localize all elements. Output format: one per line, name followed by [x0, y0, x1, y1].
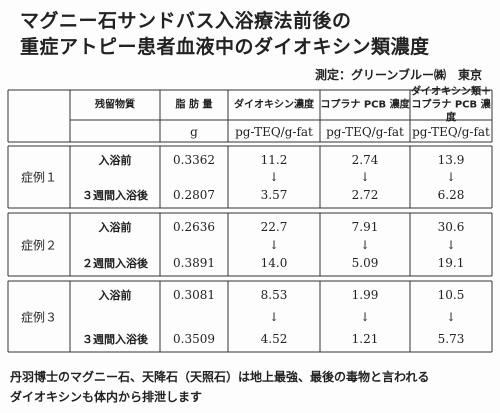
arrow: ↓	[268, 170, 280, 184]
row-label: ３週間入浴後	[82, 189, 148, 202]
unit: pg-TEQ/g-fat	[235, 125, 313, 139]
value: 11.2	[260, 153, 288, 167]
value: 0.3362	[173, 153, 215, 167]
value: 0.3509	[173, 332, 215, 346]
arrow: ↓	[268, 237, 280, 252]
unit: pg-TEQ/g-fat	[412, 125, 490, 139]
header-line: コプラナ PCB 濃度	[320, 99, 410, 111]
value: 0.2807	[173, 188, 215, 202]
unit: g	[190, 125, 198, 139]
value: 2.72	[351, 188, 379, 202]
title-line: 重症アトピー患者血液中のダイオキシン類濃度	[20, 36, 430, 58]
column-header: 残留物質	[70, 99, 160, 112]
header-line: コプラナ PCB 濃度	[411, 99, 491, 124]
value: 13.9	[437, 153, 465, 167]
column-header: コプラナ PCB 濃度	[320, 99, 410, 112]
arrow: ↓	[359, 309, 371, 324]
title-line: マグニー石サンドバス入浴療法前後の	[20, 10, 352, 32]
header-line: ダイオキシン濃度	[234, 99, 314, 111]
arrow: ↓	[359, 237, 371, 252]
arrow: ↓	[445, 170, 457, 184]
column-header: ダイオキシン類＋ コプラナ PCB 濃度	[410, 86, 492, 125]
arrow: ↓	[268, 309, 280, 324]
arrow: ↓	[445, 237, 457, 252]
value: 7.91	[351, 220, 379, 234]
value: 6.28	[437, 188, 465, 202]
value: 3.57	[260, 188, 288, 202]
header-line: ダイオキシン類＋	[411, 86, 491, 98]
measured-by: 測定：グリーンブルー㈱ 東京	[314, 68, 482, 82]
footer-line: 丹羽博士のマグニー石、天降石（天照石）は地上最強、最後の毒物と言われる	[10, 370, 430, 384]
case-label: 症例３	[20, 310, 57, 324]
footer-line: ダイオキシンも体内から排泄します	[10, 390, 203, 404]
arrow: ↓	[359, 170, 371, 184]
value: 10.5	[437, 288, 465, 302]
column-header: ダイオキシン濃度	[228, 99, 320, 112]
unit: pg-TEQ/g-fat	[326, 125, 404, 139]
case-label: 症例２	[20, 238, 57, 252]
value: 4.52	[260, 332, 288, 346]
row-label: 入浴前	[98, 289, 132, 302]
row-label: 入浴前	[98, 154, 132, 167]
value: 14.0	[260, 256, 288, 270]
value: 19.1	[437, 256, 465, 270]
row-label: 入浴前	[98, 221, 132, 234]
value: 22.7	[260, 220, 288, 234]
row-label: ２週間入浴後	[82, 257, 148, 270]
value: 0.3891	[173, 256, 215, 270]
value: 8.53	[260, 288, 288, 302]
value: 1.99	[351, 288, 379, 302]
value: 2.74	[351, 153, 379, 167]
value: 1.21	[351, 332, 379, 346]
value: 5.73	[437, 332, 465, 346]
header-line: 残留物質	[95, 99, 135, 111]
row-label: ３週間入浴後	[82, 333, 148, 346]
column-header: 脂 肪 量	[160, 99, 228, 112]
value: 0.2636	[173, 220, 215, 234]
value: 5.09	[351, 256, 379, 270]
header-line: 脂 肪 量	[175, 99, 213, 111]
value: 30.6	[437, 220, 465, 234]
value: 0.3081	[173, 288, 215, 302]
case-label: 症例１	[20, 170, 57, 185]
arrow: ↓	[445, 309, 457, 324]
